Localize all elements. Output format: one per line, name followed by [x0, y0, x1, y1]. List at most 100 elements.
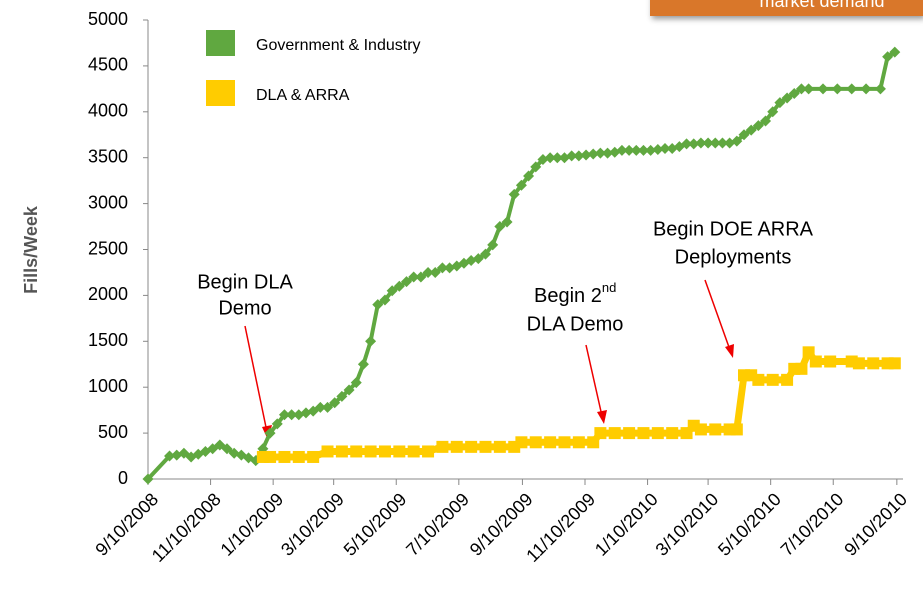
point-marker [350, 377, 362, 389]
point-marker [594, 147, 606, 159]
point-marker [322, 401, 334, 413]
point-marker [436, 262, 448, 274]
point-marker [860, 83, 872, 95]
x-tick-label: 3/10/2010 [652, 489, 723, 560]
x-tick-label: 1/10/2009 [217, 489, 288, 560]
point-marker [781, 373, 794, 386]
point-marker [681, 138, 693, 150]
point-marker [795, 362, 808, 375]
series [256, 346, 901, 463]
point-marker [321, 445, 334, 458]
point-marker [379, 294, 391, 306]
point-marker [365, 335, 377, 347]
series [142, 46, 901, 485]
point-marker [788, 87, 800, 99]
point-marker [487, 239, 499, 251]
point-marker [651, 427, 664, 440]
point-marker [558, 436, 571, 449]
point-marker [716, 137, 728, 149]
point-marker [551, 152, 563, 164]
annotation-1: Begin DLA Demo [197, 271, 293, 440]
point-marker [465, 440, 478, 453]
x-tick-label: 5/10/2009 [340, 489, 411, 560]
point-marker [709, 423, 722, 436]
point-marker [745, 124, 757, 136]
point-marker [652, 143, 664, 155]
point-marker [493, 440, 506, 453]
point-marker [271, 418, 283, 430]
point-marker [515, 436, 528, 449]
y-tick-label: 500 [98, 422, 128, 442]
point-marker [867, 357, 880, 370]
point-marker [401, 276, 413, 288]
point-marker [587, 436, 600, 449]
point-marker [386, 285, 398, 297]
annotation-2: Begin 2nd DLA Demo [527, 280, 624, 424]
point-marker [364, 445, 377, 458]
point-marker [831, 83, 843, 95]
point-marker [472, 253, 484, 265]
x-tick-label: 7/10/2010 [777, 489, 848, 560]
point-marker [494, 221, 506, 233]
y-tick-label: 4000 [88, 101, 128, 121]
point-marker [429, 266, 441, 278]
point-marker [314, 401, 326, 413]
point-marker [544, 436, 557, 449]
point-marker [888, 357, 901, 370]
point-marker [329, 397, 341, 409]
point-marker [264, 427, 276, 439]
point-marker [479, 440, 492, 453]
point-marker [802, 346, 815, 359]
arrow-head [725, 344, 734, 358]
point-marker [781, 92, 793, 104]
point-marker [795, 83, 807, 95]
point-marker [803, 83, 815, 95]
point-marker [594, 427, 607, 440]
point-marker [465, 255, 477, 267]
point-marker [874, 83, 886, 95]
point-marker [688, 138, 700, 150]
annotation-3: Begin DOE ARRA Deployments [653, 218, 814, 358]
point-marker [336, 390, 348, 402]
point-marker [335, 445, 348, 458]
point-marker [623, 144, 635, 156]
point-marker [501, 216, 513, 228]
arrow-head [597, 410, 607, 424]
annotation-text: Begin 2nd [534, 280, 616, 307]
point-marker [436, 440, 449, 453]
point-marker [702, 137, 714, 149]
annotation-text: DLA Demo [527, 313, 624, 335]
y-tick-label: 1000 [88, 376, 128, 396]
point-marker [292, 450, 305, 463]
banner-text: market demand [759, 0, 884, 11]
point-marker [882, 51, 894, 63]
point-marker [572, 436, 585, 449]
y-tick-label: 2000 [88, 284, 128, 304]
x-tick-label: 5/10/2010 [714, 489, 785, 560]
point-marker [630, 144, 642, 156]
point-marker [767, 106, 779, 118]
y-tick-label: 5000 [88, 9, 128, 29]
y-axis-label: Fills/Week [21, 205, 41, 294]
point-marker [846, 83, 858, 95]
point-marker [817, 83, 829, 95]
x-tick-label: 3/10/2009 [277, 489, 348, 560]
y-tick-label: 4500 [88, 55, 128, 75]
banner-box [650, 0, 923, 16]
point-marker [852, 357, 865, 370]
point-marker [408, 271, 420, 283]
y-tick-label: 0 [118, 468, 128, 488]
point-marker [709, 137, 721, 149]
y-tick-label: 2500 [88, 238, 128, 258]
arrow [244, 325, 268, 433]
point-marker [530, 161, 542, 173]
point-marker [774, 97, 786, 109]
point-marker [731, 135, 743, 147]
point-marker [278, 409, 290, 421]
annotation-text: Begin 2 [534, 285, 602, 307]
point-marker [393, 445, 406, 458]
point-marker [623, 427, 636, 440]
arrow [585, 344, 603, 417]
point-marker [422, 445, 435, 458]
point-marker [645, 144, 657, 156]
